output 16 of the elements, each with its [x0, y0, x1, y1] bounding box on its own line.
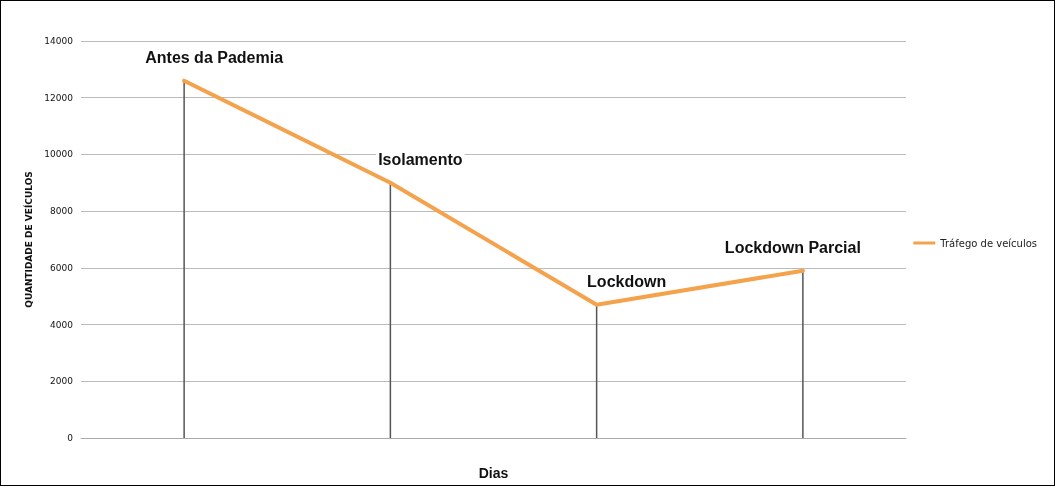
- annotation: Lockdown Parcial: [724, 239, 861, 257]
- line-series: [182, 78, 805, 307]
- annotation: Antes da Pademia: [145, 49, 284, 67]
- y-tick-label: 12000: [44, 92, 74, 103]
- y-tick-label: 6000: [50, 262, 74, 273]
- y-axis-title: QUANTIDADE DE VEÍCULOS: [22, 171, 34, 308]
- x-axis-title: Dias: [478, 465, 509, 481]
- y-tick-label: 14000: [44, 36, 74, 46]
- annotation: Lockdown: [587, 273, 667, 291]
- y-tick-label: 4000: [50, 319, 74, 330]
- y-tick-label: 0: [67, 433, 74, 443]
- annotation: Isolamento: [378, 151, 463, 169]
- legend-label: Tráfego de veículos: [939, 237, 1038, 249]
- y-tick-label: 2000: [50, 376, 74, 387]
- y-tick-label: 8000: [50, 206, 74, 217]
- y-tick-label: 10000: [44, 149, 74, 160]
